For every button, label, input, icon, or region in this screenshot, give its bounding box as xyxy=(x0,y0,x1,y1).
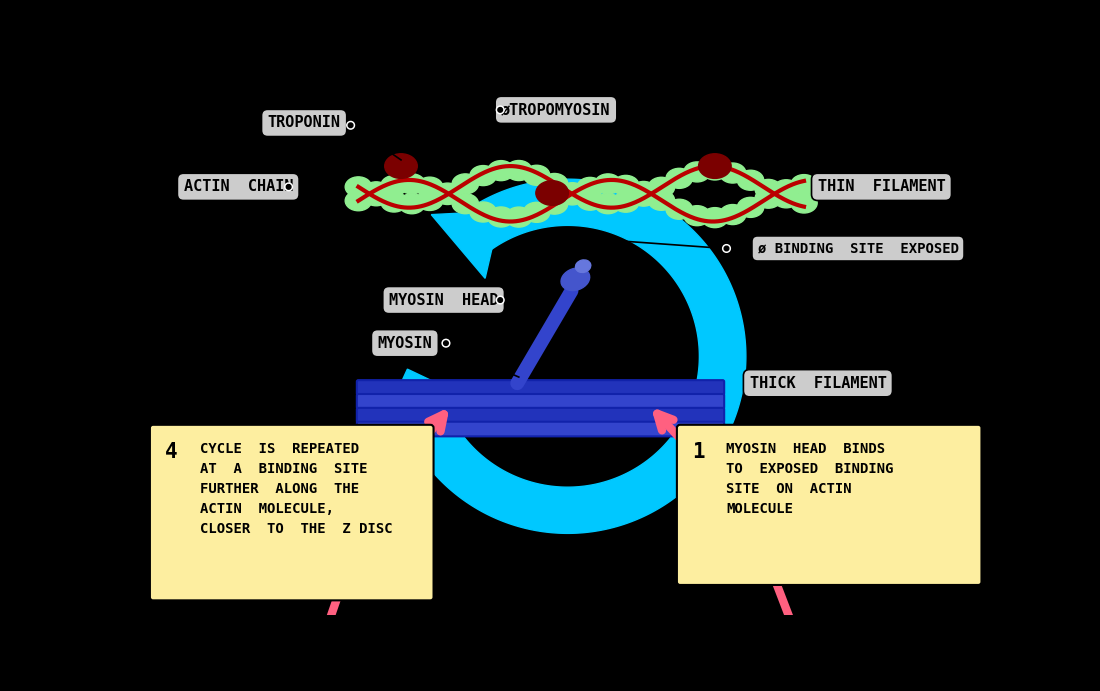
FancyBboxPatch shape xyxy=(356,422,724,436)
Circle shape xyxy=(443,341,449,346)
Ellipse shape xyxy=(345,177,372,197)
FancyBboxPatch shape xyxy=(150,425,433,600)
Text: ACTIN  CHAIN: ACTIN CHAIN xyxy=(184,180,293,194)
Text: øTROPOMYOSIN: øTROPOMYOSIN xyxy=(502,102,610,117)
Circle shape xyxy=(723,245,730,252)
Ellipse shape xyxy=(398,193,425,214)
Circle shape xyxy=(496,106,504,114)
Ellipse shape xyxy=(506,207,532,227)
Ellipse shape xyxy=(719,163,746,183)
Ellipse shape xyxy=(541,194,568,214)
Ellipse shape xyxy=(791,193,817,213)
Ellipse shape xyxy=(559,185,585,205)
Ellipse shape xyxy=(385,154,417,178)
Ellipse shape xyxy=(737,170,763,190)
Ellipse shape xyxy=(434,184,461,205)
Text: THICK  FILAMENT: THICK FILAMENT xyxy=(749,376,887,390)
Circle shape xyxy=(498,298,503,303)
Ellipse shape xyxy=(698,154,732,178)
Ellipse shape xyxy=(381,192,407,212)
Circle shape xyxy=(286,184,292,189)
Ellipse shape xyxy=(667,169,692,189)
Ellipse shape xyxy=(575,260,591,272)
Ellipse shape xyxy=(702,160,728,180)
Ellipse shape xyxy=(791,175,817,195)
Ellipse shape xyxy=(452,174,478,194)
FancyBboxPatch shape xyxy=(356,408,724,422)
Ellipse shape xyxy=(630,186,657,206)
Ellipse shape xyxy=(773,188,800,208)
Ellipse shape xyxy=(576,190,603,210)
FancyBboxPatch shape xyxy=(356,380,724,395)
Ellipse shape xyxy=(648,178,674,198)
Ellipse shape xyxy=(487,160,514,180)
Ellipse shape xyxy=(595,193,621,214)
Ellipse shape xyxy=(737,198,763,218)
Circle shape xyxy=(498,108,503,112)
Ellipse shape xyxy=(559,182,585,202)
Ellipse shape xyxy=(773,180,800,200)
Ellipse shape xyxy=(470,202,496,222)
Circle shape xyxy=(285,183,293,191)
Ellipse shape xyxy=(702,207,728,227)
Ellipse shape xyxy=(398,174,425,194)
Ellipse shape xyxy=(648,190,674,210)
Polygon shape xyxy=(431,211,500,278)
Text: TROPONIN: TROPONIN xyxy=(267,115,341,131)
Ellipse shape xyxy=(613,192,639,212)
Text: THIN  FILAMENT: THIN FILAMENT xyxy=(817,180,945,194)
Ellipse shape xyxy=(452,193,478,214)
Text: CYCLE  IS  REPEATED
AT  A  BINDING  SITE
FURTHER  ALONG  THE
ACTIN  MOLECULE,
CL: CYCLE IS REPEATED AT A BINDING SITE FURT… xyxy=(199,442,392,536)
Circle shape xyxy=(724,246,729,251)
Ellipse shape xyxy=(756,188,781,208)
Text: MYOSIN: MYOSIN xyxy=(377,336,432,350)
Ellipse shape xyxy=(524,165,550,185)
FancyBboxPatch shape xyxy=(356,394,724,408)
Circle shape xyxy=(496,296,504,304)
Ellipse shape xyxy=(536,181,569,205)
Ellipse shape xyxy=(541,173,568,193)
Ellipse shape xyxy=(381,176,407,196)
Text: 1: 1 xyxy=(692,442,704,462)
Text: MYOSIN  HEAD: MYOSIN HEAD xyxy=(389,292,498,307)
Circle shape xyxy=(442,339,450,347)
Ellipse shape xyxy=(345,191,372,211)
Ellipse shape xyxy=(576,178,603,198)
Ellipse shape xyxy=(487,207,514,227)
Ellipse shape xyxy=(417,177,443,197)
Ellipse shape xyxy=(684,162,711,182)
Circle shape xyxy=(346,122,354,129)
Ellipse shape xyxy=(613,176,639,196)
Ellipse shape xyxy=(667,199,692,219)
FancyBboxPatch shape xyxy=(676,425,981,585)
Ellipse shape xyxy=(756,180,781,200)
Ellipse shape xyxy=(630,182,657,202)
Ellipse shape xyxy=(719,205,746,225)
Ellipse shape xyxy=(684,206,711,226)
Ellipse shape xyxy=(561,268,590,291)
Ellipse shape xyxy=(595,174,621,194)
Ellipse shape xyxy=(524,202,550,223)
Text: ø BINDING  SITE  EXPOSED: ø BINDING SITE EXPOSED xyxy=(758,241,958,256)
Text: 4: 4 xyxy=(165,442,177,462)
Polygon shape xyxy=(400,179,746,533)
Polygon shape xyxy=(383,369,461,423)
Ellipse shape xyxy=(417,191,443,211)
Ellipse shape xyxy=(506,160,532,180)
Ellipse shape xyxy=(470,166,496,186)
Circle shape xyxy=(349,123,353,128)
Ellipse shape xyxy=(363,182,389,202)
Ellipse shape xyxy=(363,186,389,206)
Ellipse shape xyxy=(434,183,461,203)
Text: MYOSIN  HEAD  BINDS
TO  EXPOSED  BINDING
SITE  ON  ACTIN
MOLECULE: MYOSIN HEAD BINDS TO EXPOSED BINDING SIT… xyxy=(726,442,894,516)
